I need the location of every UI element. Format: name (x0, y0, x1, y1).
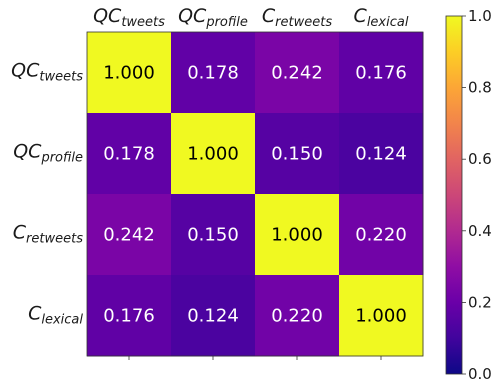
heatmap-cell-label: 0.242 (103, 225, 155, 246)
heatmap-cell-label: 0.242 (271, 63, 323, 84)
heatmap-cell-label: 1.000 (355, 306, 407, 327)
heatmap-cell-label: 1.000 (103, 63, 155, 84)
heatmap-cell (171, 194, 256, 276)
heatmap-cell (339, 32, 424, 114)
heatmap-cell (255, 32, 340, 114)
heatmap-cell (255, 194, 340, 276)
heatmap-border (86, 31, 424, 357)
colorbar-tick-label: 0.0 (468, 365, 492, 383)
colorbar-tick-label: 0.6 (468, 150, 492, 168)
x-axis-ticks (128, 356, 382, 360)
y-axis-label: Cretweets (13, 222, 83, 247)
x-axis-label: Cretweets (262, 5, 332, 30)
colorbar-ticks: 0.0 0.2 0.4 0.6 0.8 1.0 (462, 7, 492, 383)
heatmap-cell (255, 113, 340, 195)
heatmap-cell-labels: 1.000 0.178 0.242 0.176 0.178 1.000 0.150 0.124… (103, 63, 407, 327)
heatmap-cell-label: 0.150 (187, 225, 239, 246)
y-axis-labels: QCtweets QCprofile Cretweets Clexical (11, 60, 83, 328)
heatmap-cell-label: 0.220 (271, 306, 323, 327)
x-axis-label: Clexical (354, 5, 409, 30)
heatmap-cell-label: 1.000 (187, 144, 239, 165)
heatmap-cell (87, 32, 172, 114)
heatmap-cell-label: 0.150 (271, 144, 323, 165)
heatmap-cell (87, 275, 172, 357)
heatmap-cell (339, 275, 424, 357)
x-axis-label: QCtweets (93, 5, 165, 30)
x-axis-labels: QCtweets QCprofile Cretweets Clexical (93, 5, 409, 30)
heatmap-cell (339, 113, 424, 195)
heatmap-cell-label: 1.000 (271, 225, 323, 246)
heatmap-cell (171, 32, 256, 114)
heatmap-cell (255, 275, 340, 357)
heatmap-cell-label: 0.176 (103, 306, 155, 327)
heatmap-cell-label: 0.176 (355, 63, 407, 84)
heatmap-cell (339, 194, 424, 276)
x-axis-label: QCprofile (178, 5, 248, 30)
heatmap-cell-label: 0.124 (355, 144, 407, 165)
heatmap-cell (87, 194, 172, 276)
heatmap-cell-label: 0.124 (187, 306, 239, 327)
colorbar-tick-label: 0.4 (468, 222, 492, 240)
y-axis-label: QCprofile (13, 141, 83, 166)
heatmap-cells (87, 32, 424, 357)
heatmap-cell (171, 113, 256, 195)
heatmap-cell-label: 0.220 (355, 225, 407, 246)
y-axis-label: Clexical (28, 303, 83, 328)
colorbar-tick-label: 1.0 (468, 7, 492, 25)
colorbar-tick-label: 0.2 (468, 293, 492, 311)
heatmap-cell (87, 113, 172, 195)
heatmap-cell-label: 0.178 (187, 63, 239, 84)
heatmap-cell-label: 0.178 (103, 144, 155, 165)
y-axis-label: QCtweets (11, 60, 83, 85)
colorbar-tick-label: 0.8 (468, 79, 492, 97)
colorbar (445, 15, 463, 375)
heatmap-cell (171, 275, 256, 357)
